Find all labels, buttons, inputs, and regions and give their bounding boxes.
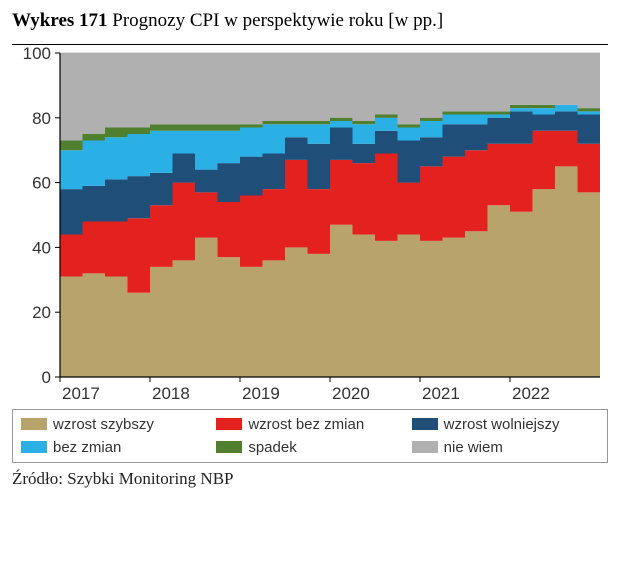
legend-item-wzrost_wolniejszy: wzrost wolniejszy <box>412 416 599 433</box>
source-line: Źródło: Szybki Monitoring NBP <box>12 469 608 489</box>
svg-text:100: 100 <box>23 45 51 63</box>
legend-swatch <box>216 418 242 430</box>
legend-swatch <box>412 418 438 430</box>
svg-text:2019: 2019 <box>242 384 280 403</box>
legend-swatch <box>412 441 438 453</box>
svg-text:2020: 2020 <box>332 384 370 403</box>
legend-swatch <box>21 441 47 453</box>
svg-text:40: 40 <box>32 238 51 257</box>
legend-item-wzrost_szybszy: wzrost szybszy <box>21 416 208 433</box>
svg-text:60: 60 <box>32 173 51 192</box>
legend-item-spadek: spadek <box>216 439 403 456</box>
legend-swatch <box>21 418 47 430</box>
legend: wzrost szybszy wzrost bez zmian wzrost wol… <box>12 409 608 463</box>
svg-text:0: 0 <box>42 368 51 387</box>
legend-label: wzrost bez zmian <box>248 416 364 433</box>
legend-label: nie wiem <box>444 439 503 456</box>
legend-label: spadek <box>248 439 296 456</box>
chart-container: 0 20 40 60 80 100 2017 2018 2019 2020 2021 2022 <box>12 44 608 405</box>
legend-label: bez zmian <box>53 439 121 456</box>
svg-text:2017: 2017 <box>62 384 100 403</box>
svg-text:2018: 2018 <box>152 384 190 403</box>
svg-text:80: 80 <box>32 108 51 127</box>
svg-text:20: 20 <box>32 303 51 322</box>
svg-text:2022: 2022 <box>512 384 550 403</box>
chart-title-bold: Wykres 171 <box>12 10 108 31</box>
legend-item-bez_zmian: bez zmian <box>21 439 208 456</box>
legend-item-wzrost_bez_zmian: wzrost bez zmian <box>216 416 403 433</box>
legend-label: wzrost szybszy <box>53 416 154 433</box>
legend-item-nie_wiem: nie wiem <box>412 439 599 456</box>
chart-title: Wykres 171 Prognozy CPI w perspektywie r… <box>12 8 608 34</box>
legend-swatch <box>216 441 242 453</box>
svg-text:2021: 2021 <box>422 384 460 403</box>
legend-label: wzrost wolniejszy <box>444 416 560 433</box>
stacked-area-chart: 0 20 40 60 80 100 2017 2018 2019 2020 2021 2022 <box>12 45 608 405</box>
chart-title-rest: Prognozy CPI w perspektywie roku [w pp.] <box>108 10 444 31</box>
